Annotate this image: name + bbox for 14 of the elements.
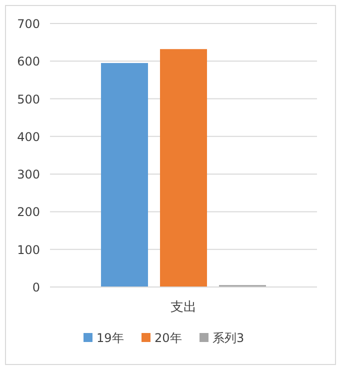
bar xyxy=(101,63,148,287)
legend-label: 20年 xyxy=(154,331,182,345)
bar xyxy=(160,49,207,287)
y-tick-label: 0 xyxy=(32,280,40,294)
y-tick-label: 100 xyxy=(17,242,40,257)
legend-label: 系列3 xyxy=(212,331,244,345)
x-tick-label: 支出 xyxy=(170,300,196,315)
y-tick-label: 400 xyxy=(17,130,40,144)
legend-label: 19年 xyxy=(96,331,124,345)
y-tick-label: 200 xyxy=(17,205,40,220)
y-tick-label: 600 xyxy=(17,54,40,69)
y-tick-label: 300 xyxy=(17,168,40,182)
y-tick-label: 500 xyxy=(17,92,40,106)
y-tick-label: 700 xyxy=(17,17,40,31)
